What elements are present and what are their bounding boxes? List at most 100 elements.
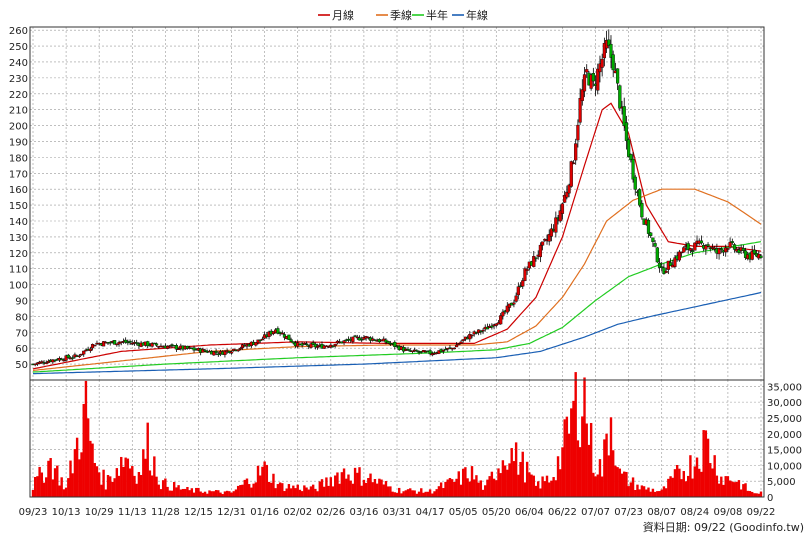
candle-body: [719, 248, 723, 251]
volume-bar: [638, 489, 641, 497]
candle-body: [88, 348, 92, 352]
volume-bar: [133, 475, 136, 497]
volume-bar: [536, 481, 540, 497]
volume-bar: [210, 491, 213, 497]
volume-bar: [34, 476, 37, 497]
volume-bar: [243, 479, 246, 497]
volume-bar: [378, 478, 381, 497]
volume-bar: [733, 482, 736, 497]
candle-body: [585, 69, 589, 73]
volume-bar: [325, 477, 328, 497]
price-tick-label: 170: [9, 169, 28, 180]
volume-bar: [131, 466, 134, 497]
volume-bar: [726, 476, 730, 497]
volume-bar: [358, 467, 361, 497]
price-tick-label: 60: [15, 344, 28, 355]
volume-bar: [731, 481, 734, 497]
price-tick-label: 200: [9, 122, 28, 133]
volume-bar: [82, 404, 85, 497]
volume-bar: [431, 493, 434, 497]
candle-body: [176, 348, 181, 350]
volume-bar: [314, 488, 317, 497]
candle-body: [525, 269, 529, 271]
volume-bar: [484, 485, 487, 497]
candle-body: [724, 247, 728, 253]
candle-body: [558, 210, 562, 222]
volume-bar: [667, 478, 670, 497]
candle-body: [571, 162, 576, 165]
candle-body: [704, 245, 708, 250]
candle-body: [505, 305, 509, 313]
volume-bar: [689, 455, 692, 497]
candle-body: [640, 202, 644, 218]
candle-body: [653, 243, 657, 247]
candle-body: [750, 251, 754, 260]
candle-body: [554, 217, 558, 233]
volume-bar: [671, 477, 674, 497]
volume-tick-label: 25,000: [767, 414, 802, 425]
volume-bar: [49, 458, 52, 497]
volume-bar: [278, 482, 282, 497]
volume-bar: [420, 488, 423, 497]
candle-body: [538, 244, 542, 258]
candle-body: [633, 176, 637, 190]
volume-bar: [607, 455, 610, 497]
volume-bar: [404, 490, 408, 497]
volume-bar: [448, 478, 452, 497]
volume-bar: [417, 491, 421, 497]
price-y-axis: 50 60 70 80 90 100 110 120 130 140 150 160 170 180 190…: [9, 26, 28, 371]
candle-body: [236, 349, 240, 352]
volume-bar: [285, 488, 288, 497]
volume-bar: [578, 447, 582, 497]
candle-body: [170, 344, 174, 346]
volume-bar: [618, 468, 622, 497]
volume-bar: [530, 474, 533, 497]
volume-bar: [525, 461, 529, 497]
volume-bar: [327, 485, 330, 497]
volume-bar: [393, 492, 396, 497]
date-tick-label: 01/16: [250, 507, 279, 518]
volume-bar: [95, 466, 99, 497]
volume-bar: [422, 492, 425, 497]
candle-body: [373, 339, 377, 341]
candle-body: [699, 240, 704, 244]
volume-bar: [353, 467, 357, 497]
volume-bar: [439, 482, 443, 497]
candlestick-series: [31, 29, 763, 367]
volume-bar: [481, 489, 485, 497]
volume-bar: [684, 481, 688, 497]
candle-body: [192, 347, 196, 351]
volume-bar: [585, 423, 588, 497]
volume-bar: [64, 487, 68, 497]
candle-body: [580, 89, 584, 101]
volume-bar: [510, 448, 513, 497]
candle-body: [229, 351, 234, 354]
candle-body: [115, 343, 119, 346]
candle-body: [223, 350, 227, 356]
date-tick-label: 10/13: [52, 507, 81, 518]
volume-bar: [239, 485, 242, 497]
volume-bar: [629, 482, 633, 497]
candle-body: [71, 357, 75, 359]
volume-bar: [157, 484, 160, 497]
candle-body: [565, 191, 569, 198]
candle-body: [342, 340, 346, 343]
volume-bar: [464, 467, 467, 497]
candle-body: [549, 228, 554, 237]
volume-bar: [259, 475, 262, 497]
volume-bar: [159, 489, 163, 497]
date-tick-label: 02/02: [283, 507, 312, 518]
volume-bar: [755, 493, 758, 497]
volume-bar: [362, 479, 366, 497]
volume-bar: [300, 491, 304, 497]
candle-body: [732, 244, 737, 250]
volume-bar: [678, 468, 681, 497]
volume-bar: [631, 477, 635, 497]
volume-bar: [128, 468, 132, 497]
candle-body: [216, 353, 220, 356]
volume-bar: [514, 442, 518, 497]
volume-bar: [680, 479, 683, 497]
price-tick-label: 240: [9, 58, 28, 69]
volume-bar: [139, 474, 143, 497]
candle-body: [616, 68, 620, 84]
